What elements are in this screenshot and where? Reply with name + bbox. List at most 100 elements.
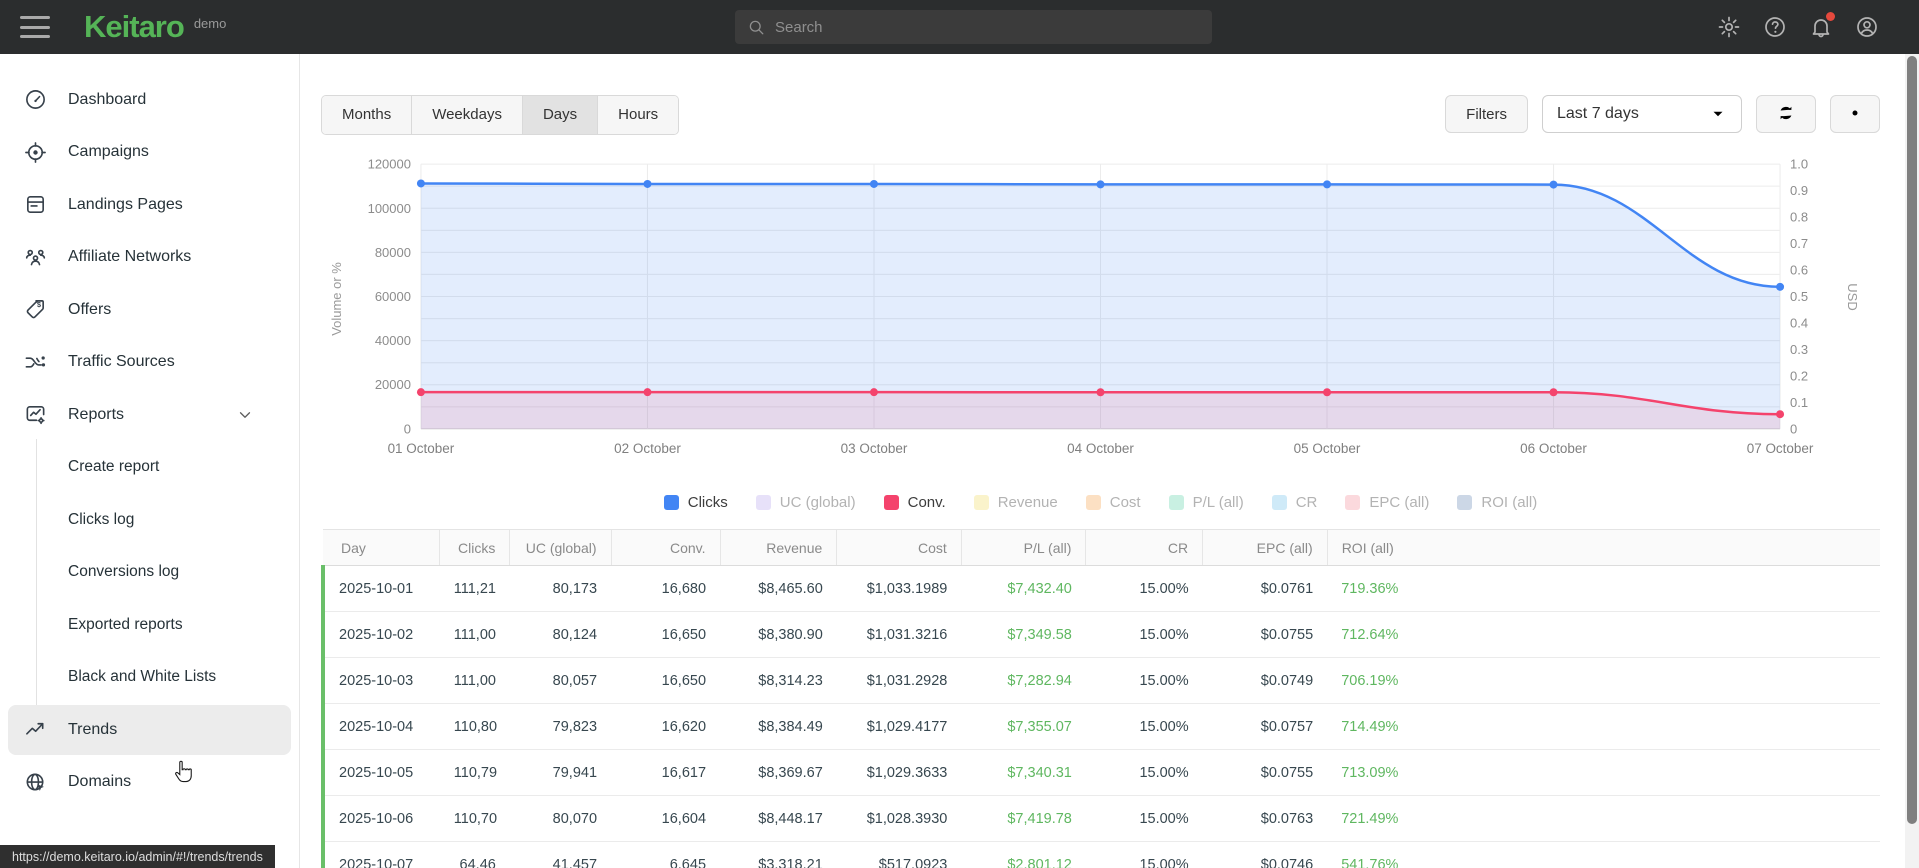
svg-text:01 October: 01 October [388,441,455,456]
tab-hours[interactable]: Hours [597,96,679,134]
legend-swatch [973,494,989,510]
legend-item-cost[interactable]: Cost [1085,493,1141,511]
landings-icon [24,193,47,216]
tab-days[interactable]: Days [521,96,598,134]
legend-item-roi-all-[interactable]: ROI (all) [1457,494,1537,511]
legend-label: Conv. [907,493,946,511]
sidebar-item-reports[interactable]: Reports [8,390,291,440]
sidebar-item-dashboard[interactable]: Dashboard [8,75,291,125]
global-search[interactable] [735,10,1212,44]
sidebar-item-offers[interactable]: $ Offers [8,285,291,335]
legend-item-clicks[interactable]: Clicks [663,493,728,511]
cell-day: 2025-10-06 [321,795,440,842]
cell-day: 2025-10-02 [321,611,440,658]
column-header-clicks: Clicks [439,529,510,566]
svg-text:0.8: 0.8 [1790,210,1808,225]
sidebar-item-exported-reports[interactable]: Exported reports [8,596,291,653]
notifications-icon[interactable] [1809,12,1835,39]
top-bar: Keitaro demo [0,0,1919,54]
search-input[interactable] [775,18,1200,36]
trends-icon [24,718,47,741]
chart-legend: Clicks UC (global) Conv. Revenue Cost P/L (al… [321,487,1880,517]
legend-label: UC (global) [779,493,856,511]
cell-cost: $517.0923 [836,841,962,868]
sidebar-item-traffic-sources[interactable]: Traffic Sources [8,337,291,387]
legend-item-epc-all-[interactable]: EPC (all) [1345,494,1429,511]
sidebar-item-conversions-log[interactable]: Conversions log [8,544,291,600]
cell-day: 2025-10-03 [321,657,440,704]
cell-day: 2025-10-07 [321,841,440,868]
gear-icon [1845,103,1865,126]
sidebar-item-label: Clicks log [68,510,135,528]
legend-label: Cost [1109,493,1141,511]
settings-icon[interactable] [1717,15,1741,39]
svg-text:0.1: 0.1 [1790,395,1808,410]
column-header-epc-all-: EPC (all) [1202,529,1328,566]
cell-clicks: 110,70 [439,795,510,842]
hamburger-menu-icon[interactable] [20,16,50,38]
legend-label: CR [1295,493,1318,511]
app-logo[interactable]: Keitaro [84,9,185,44]
domains-icon [24,771,47,794]
cell-p-l-all-: $7,355.07 [961,703,1086,750]
account-icon[interactable] [1855,15,1879,39]
sidebar-item-label: Domains [68,773,132,790]
refresh-button[interactable] [1756,95,1816,133]
filters-button[interactable]: Filters [1445,95,1528,133]
period-tabs: Months Weekdays Days Hours [321,95,680,135]
cell-conv-: 16,650 [611,611,721,658]
sidebar-item-create-report[interactable]: Create report [8,439,291,495]
notification-badge [1826,12,1835,21]
tab-weekdays[interactable]: Weekdays [411,96,522,134]
sidebar-item-domains[interactable]: Domains [8,757,291,807]
svg-text:05 October: 05 October [1294,441,1361,456]
cell-revenue: $8,369.67 [720,749,837,796]
cell-epc-all-: $0.0761 [1202,565,1328,612]
legend-item-cr[interactable]: CR [1271,493,1318,511]
sidebar-item-landings-pages[interactable]: Landings Pages [8,180,291,230]
sidebar-item-trends[interactable]: Trends [8,704,291,755]
cell-cr: 15.00% [1085,657,1203,704]
svg-text:USD: USD [1845,283,1860,310]
sidebar-item-affiliate-networks[interactable]: Affiliate Networks [8,232,291,282]
legend-item-revenue[interactable]: Revenue [973,493,1058,511]
legend-label: EPC (all) [1369,493,1430,511]
tab-months[interactable]: Months [322,96,412,134]
chart-settings-button[interactable] [1830,95,1880,133]
legend-label: Clicks [687,493,728,511]
cell-conv-: 16,680 [611,565,721,612]
sidebar-item-label: Offers [68,300,112,318]
cell-roi-all-: 719.36% [1327,565,1880,612]
svg-text:0.7: 0.7 [1790,236,1808,251]
column-header-p-l-all-: P/L (all) [960,529,1086,566]
cell-uc-global-: 79,941 [509,749,612,796]
right-controls: Filters Last 7 days [1445,95,1880,133]
cell-conv-: 6,645 [611,841,721,868]
legend-item-uc-global-[interactable]: UC (global) [755,493,856,511]
legend-swatch [883,494,899,510]
sidebar-item-campaigns[interactable]: Campaigns [8,127,291,177]
help-icon[interactable] [1763,15,1787,39]
cell-epc-all-: $0.0746 [1202,841,1328,868]
scrollbar-thumb[interactable] [1907,56,1917,824]
trends-table: Day Clicks UC (global) Conv. Revenue Cost P/L … [321,529,1880,868]
legend-item-conv-[interactable]: Conv. [883,493,946,511]
legend-label: P/L (all) [1192,493,1244,511]
date-range-select[interactable]: Last 7 days [1542,95,1742,133]
affiliate-icon [24,246,47,269]
legend-label: Revenue [997,493,1058,511]
cell-epc-all-: $0.0755 [1202,611,1328,658]
cell-cr: 15.00% [1085,611,1203,658]
sidebar-item-clicks-log[interactable]: Clicks log [8,491,291,548]
topbar-icons [1717,0,1879,54]
legend-item-p-l-all-[interactable]: P/L (all) [1168,493,1244,511]
cell-roi-all-: 713.09% [1327,749,1880,796]
sidebar-item-black-and-white-lists[interactable]: Black and White Lists [8,649,291,705]
legend-swatch [1457,494,1473,510]
cell-clicks: 111,00 [439,611,510,658]
svg-text:120000: 120000 [368,157,411,172]
cell-uc-global-: 80,124 [509,611,612,658]
cell-revenue: $8,465.60 [720,565,837,612]
svg-text:04 October: 04 October [1067,441,1134,456]
cell-p-l-all-: $7,419.78 [961,795,1086,842]
